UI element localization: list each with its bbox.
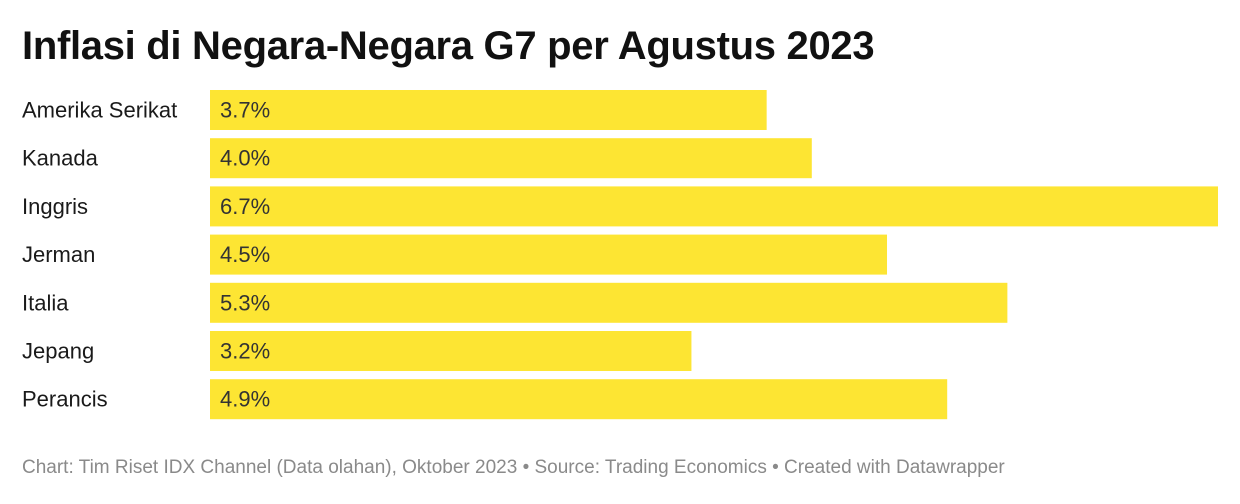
value-label: 6.7%	[220, 194, 270, 219]
bar	[210, 186, 1218, 227]
category-label: Jerman	[22, 242, 95, 267]
bar-row-inggris: Inggris 6.7%	[22, 186, 1218, 227]
value-label: 4.5%	[220, 242, 270, 267]
bar-row-amerika-serikat: Amerika Serikat 3.7%	[22, 90, 767, 130]
bar-row-jepang: Jepang 3.2%	[22, 331, 692, 371]
bar-row-kanada: Kanada 4.0%	[22, 138, 812, 179]
category-label: Inggris	[22, 194, 88, 219]
value-label: 5.3%	[220, 290, 270, 315]
value-label: 3.2%	[220, 339, 270, 364]
value-label: 4.0%	[220, 146, 270, 171]
category-label: Italia	[22, 290, 69, 315]
bar	[210, 282, 1008, 323]
chart-title: Inflasi di Negara-Negara G7 per Agustus …	[22, 24, 875, 68]
category-label: Jepang	[22, 339, 94, 364]
bar-row-italia: Italia 5.3%	[22, 282, 1008, 323]
bar-row-jerman: Jerman 4.5%	[22, 234, 888, 275]
category-label: Perancis	[22, 387, 108, 412]
category-label: Amerika Serikat	[22, 98, 177, 123]
bar	[210, 234, 888, 275]
bar-chart: Amerika Serikat 3.7% Kanada 4.0% Inggris 6.7%…	[22, 90, 1218, 420]
bar	[210, 331, 692, 371]
value-label: 3.7%	[220, 98, 270, 123]
bar-row-perancis: Perancis 4.9%	[22, 379, 948, 420]
bar	[210, 379, 948, 420]
category-label: Kanada	[22, 146, 99, 171]
bar	[210, 90, 767, 130]
chart-footer: Chart: Tim Riset IDX Channel (Data olaha…	[22, 457, 1005, 478]
bar	[210, 138, 812, 179]
value-label: 4.9%	[220, 387, 270, 412]
